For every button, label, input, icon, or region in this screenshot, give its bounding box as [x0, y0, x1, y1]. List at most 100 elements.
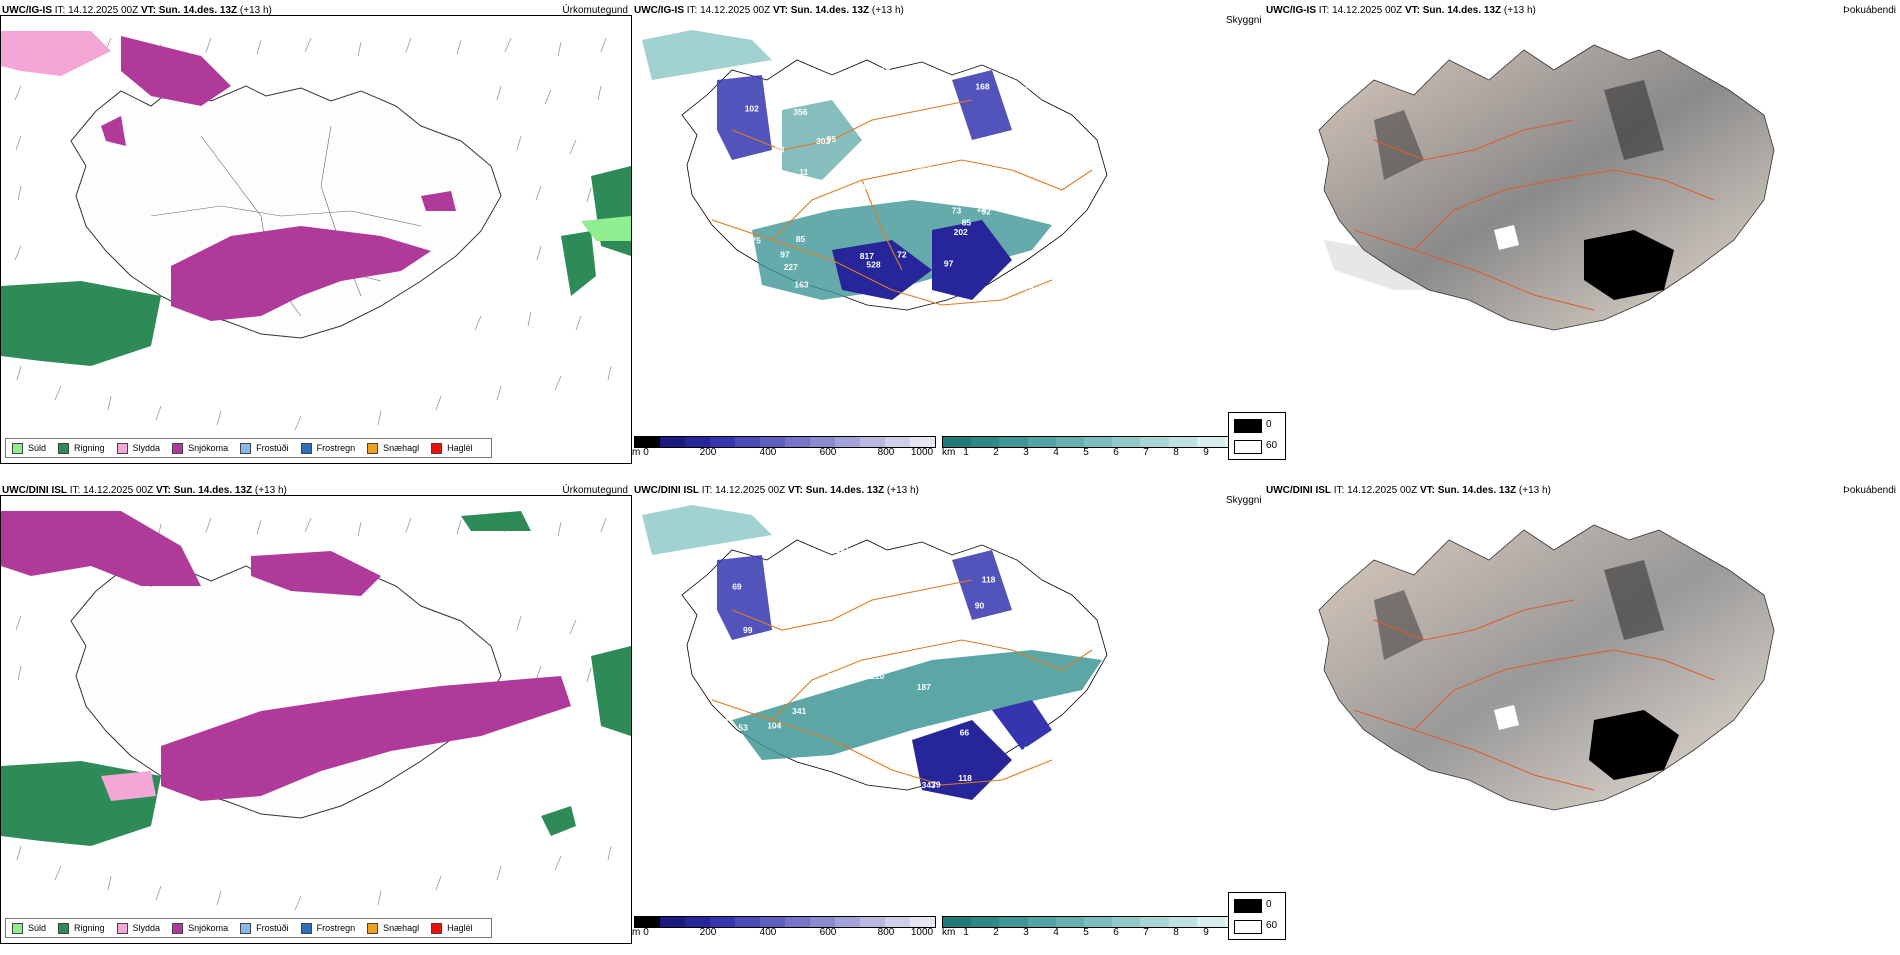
cloud-base-label: 74	[1021, 639, 1031, 649]
cloud-base-label: 118	[982, 574, 996, 584]
legend-label: Slydda	[132, 443, 161, 453]
colorbar-segment	[971, 917, 1000, 927]
colorbar-strip	[634, 916, 936, 928]
cloud-base-label: 155	[1081, 642, 1095, 652]
fog-legend-label: 0	[1266, 899, 1272, 910]
colorbar-segment	[785, 437, 810, 447]
colorbar-tick: 400	[759, 447, 777, 458]
cloud-base-label: 70	[1082, 87, 1092, 97]
colorbar-segment	[999, 917, 1028, 927]
legend-label: Rigning	[74, 923, 105, 933]
colorbar-segment	[635, 917, 660, 927]
it-label: IT:	[686, 5, 698, 16]
legend-label: Haglél	[447, 923, 473, 933]
cloud-base-label: 87	[862, 106, 872, 116]
cloud-base-label: 87	[749, 758, 759, 768]
legend-label: Súld	[28, 443, 47, 453]
vt-value: Sun. 14.des. 13Z	[173, 485, 253, 496]
colorbar-segment	[635, 437, 660, 447]
fog-map-graphic	[1318, 44, 1775, 331]
cloud-base-colorbar: m 0 200 400 600 800 1000	[632, 916, 952, 942]
colorbar-segment	[1055, 917, 1084, 927]
cloud-base-label: 55	[860, 169, 870, 179]
legend-item-snaehagl: Snæhagl	[367, 442, 419, 454]
cloud-visibility-panel: 121 124 176 113 43 79 87 05 75 95 73 227 109 93 92 102 7…	[632, 0, 1264, 475]
colorbar-segment	[1055, 437, 1084, 447]
panel-header: UWC/DINI ISL IT: 14.12.2025 00Z VT: Sun.…	[2, 485, 287, 496]
cloud-base-label: 79	[758, 287, 768, 297]
row-top: Súld Rigning Slydda Snjókoma Frostúði Fr…	[0, 0, 1900, 475]
cloud-base-label: 109	[872, 107, 886, 117]
legend-swatch	[300, 442, 312, 454]
colorbar-segment	[885, 437, 910, 447]
legend-label: Frostúði	[256, 443, 289, 453]
cloud-base-label: 113	[852, 182, 866, 192]
colorbar-segment	[885, 917, 910, 927]
cloud-base-label: 210	[870, 671, 884, 681]
cloud-base-label: 75	[1088, 716, 1098, 726]
colorbar-tick: 800	[877, 927, 895, 938]
cloud-base-label: 202	[954, 227, 968, 237]
colorbar-segment	[1112, 437, 1141, 447]
colorbar-tick: 600	[819, 927, 837, 938]
legend-item-rigning: Rigning	[58, 922, 105, 934]
legend-item-haglel: Haglél	[431, 442, 473, 454]
it-value: 14.12.2025 00Z	[1347, 485, 1418, 496]
colorbar-segment	[735, 437, 760, 447]
fog-legend: 0 60	[1228, 892, 1286, 940]
panel-title: Þokuábendi	[1843, 485, 1896, 496]
cloud-base-label: 106	[826, 556, 840, 566]
cloud-base-label: 539	[864, 155, 878, 165]
fog-swatch-60	[1234, 920, 1262, 934]
cloud-base-label: 131	[929, 596, 943, 606]
cloud-base-label: 256	[875, 642, 889, 652]
vt-value: Sun. 14.des. 13Z	[805, 485, 885, 496]
cloud-base-label: 87	[885, 569, 895, 579]
cloud-base-label: 103	[761, 660, 775, 670]
cloud-base-label: 22	[977, 204, 987, 214]
colorbar-tick: 4	[1053, 447, 1059, 458]
colorbar-tick: 800	[877, 447, 895, 458]
cloud-map-graphic: 321 118 155 210 187 103 69 90 142 131 187 116 106 126…	[642, 505, 1108, 800]
colorbar-segment	[810, 917, 835, 927]
legend-label: Slydda	[132, 923, 161, 933]
legend-swatch	[300, 922, 312, 934]
colorbar-segment	[1027, 917, 1056, 927]
cloud-base-label: 90	[975, 600, 985, 610]
cloud-base-label: 75	[751, 236, 761, 246]
cloud-base-label: 73	[952, 205, 962, 215]
legend-label: Frostúði	[256, 923, 289, 933]
colorbar-segment	[760, 437, 785, 447]
colorbar-tick: 8	[1173, 447, 1179, 458]
colorbar-segment	[760, 917, 785, 927]
legend-swatch	[116, 922, 128, 934]
colorbar-tick: 2	[993, 447, 999, 458]
fog-panel: UWC/DINI ISL IT: 14.12.2025 00Z VT: Sun.…	[1226, 480, 1900, 955]
precip-type-map: Súld Rigning Slydda Snjókoma Frostúði Fr…	[0, 15, 632, 464]
colorbar-segment	[1196, 437, 1225, 447]
cloud-base-label: 13	[1030, 742, 1040, 752]
it-label: IT:	[701, 485, 713, 496]
panel-title: Þokuábendi	[1843, 5, 1896, 16]
legend-item-snjokoma: Snjókoma	[172, 922, 228, 934]
it-value: 14.12.2025 00Z	[700, 5, 771, 16]
cloud-base-label: 830	[1034, 114, 1048, 124]
cloud-base-label: 111	[933, 589, 947, 599]
cloud-panel-title: Skyggni	[1226, 495, 1262, 506]
colorbar-tick: 6	[1113, 447, 1119, 458]
legend-item-frostregn: Frostregn	[300, 442, 355, 454]
legend-item-slydda: Slydda	[116, 922, 161, 934]
legend-swatch	[12, 922, 23, 934]
precip-type-panel: Súld Rigning Slydda Snjókoma Frostúði Fr…	[0, 480, 632, 955]
cloud-base-label: 53	[738, 723, 748, 733]
cloud-base-label: 972	[1010, 549, 1024, 559]
fog-panel: UWC/IG-IS IT: 14.12.2025 00Z VT: Sun. 14…	[1226, 0, 1900, 475]
cloud-base-label: 528	[866, 259, 880, 269]
model-name: UWC/DINI ISL	[634, 485, 699, 496]
row-bottom: Súld Rigning Slydda Snjókoma Frostúði Fr…	[0, 480, 1900, 955]
cloud-base-label: 303	[816, 136, 830, 146]
colorbar-segment	[1140, 437, 1169, 447]
cloud-base-label: 79	[931, 779, 941, 789]
cloud-base-label: 104	[767, 720, 781, 730]
cloud-base-label: 163	[794, 280, 808, 290]
